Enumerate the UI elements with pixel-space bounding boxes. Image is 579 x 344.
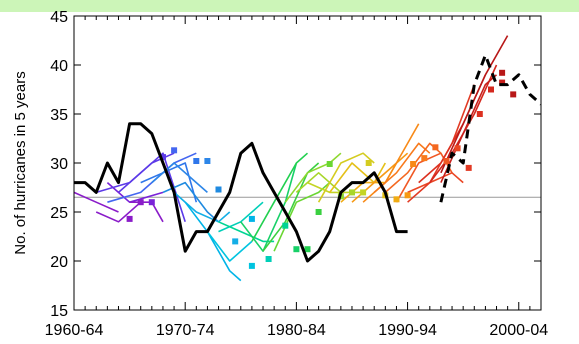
forecast-line-23 bbox=[329, 162, 386, 193]
top-banner-strip bbox=[0, 0, 579, 12]
forecast-line-9 bbox=[162, 181, 220, 223]
initial-point-marker-6 bbox=[204, 158, 211, 164]
initial-point-marker-31 bbox=[488, 86, 494, 93]
initial-point-marker-15 bbox=[315, 209, 322, 215]
initial-point-marker-32 bbox=[499, 79, 506, 86]
forecast-line-35 bbox=[440, 35, 509, 174]
forecast-line-15 bbox=[240, 162, 298, 252]
observed-line bbox=[74, 122, 408, 263]
initial-point-marker-22 bbox=[393, 196, 400, 203]
initial-point-marker-4 bbox=[171, 147, 178, 154]
initial-point-marker-30 bbox=[476, 111, 483, 117]
initial-point-marker-33 bbox=[510, 91, 517, 98]
initial-point-marker-5 bbox=[193, 158, 200, 164]
forecast-line-32 bbox=[418, 74, 487, 184]
x-tick-label-0: 1960-64 bbox=[45, 322, 104, 339]
forecast-line-3 bbox=[129, 201, 164, 223]
initial-point-marker-2 bbox=[148, 199, 155, 206]
initial-point-marker-10 bbox=[248, 262, 255, 269]
observed-recent-dashed-line bbox=[439, 53, 541, 203]
initial-point-marker-18 bbox=[349, 189, 355, 196]
x-axis: 1960-64 1970-74 1980-84 1990-94 2000-04 bbox=[45, 16, 548, 339]
plot-frame bbox=[73, 15, 542, 311]
initial-points-layer bbox=[126, 69, 517, 269]
y-tick-label-30: 30 bbox=[50, 156, 68, 173]
initial-point-marker-14 bbox=[304, 246, 311, 253]
y-tick-label-40: 40 bbox=[50, 58, 68, 75]
y-axis-label: No. of hurricanes in 5 years bbox=[12, 71, 29, 254]
x-tick-label-3: 1990-94 bbox=[378, 322, 437, 339]
y-tick-label-45: 45 bbox=[50, 9, 68, 26]
initial-point-marker-34 bbox=[499, 69, 506, 76]
initial-point-marker-16 bbox=[326, 161, 333, 167]
y-axis: 15 20 25 30 35 40 45 bbox=[50, 9, 541, 320]
initial-point-marker-27 bbox=[443, 158, 450, 164]
initial-point-marker-3 bbox=[160, 154, 166, 161]
forecast-line-31 bbox=[407, 84, 476, 203]
observed-series-layer bbox=[74, 53, 541, 263]
initial-point-marker-26 bbox=[432, 144, 439, 151]
y-tick-label-15: 15 bbox=[50, 303, 68, 320]
y-tick-label-25: 25 bbox=[50, 205, 68, 222]
initial-point-marker-29 bbox=[465, 164, 472, 171]
forecast-line-17 bbox=[262, 162, 320, 252]
forecast-line-11 bbox=[184, 201, 242, 282]
y-tick-label-35: 35 bbox=[50, 107, 68, 124]
forecast-line-12 bbox=[206, 231, 253, 262]
initial-point-marker-12 bbox=[282, 222, 289, 229]
forecast-line-0 bbox=[74, 191, 119, 213]
forecast-line-7 bbox=[140, 162, 198, 203]
initial-point-marker-0 bbox=[126, 215, 133, 222]
initial-point-marker-13 bbox=[293, 246, 300, 253]
initial-point-marker-1 bbox=[137, 199, 144, 206]
forecast-line-8 bbox=[151, 162, 208, 193]
initial-point-marker-23 bbox=[404, 192, 411, 199]
initial-point-marker-20 bbox=[365, 160, 372, 166]
initial-point-marker-11 bbox=[265, 256, 272, 262]
forecast-line-1 bbox=[95, 201, 142, 223]
forecast-line-14 bbox=[218, 221, 275, 243]
initial-point-marker-19 bbox=[360, 189, 367, 196]
forecast-line-22 bbox=[317, 152, 375, 203]
forecast-line-16 bbox=[251, 152, 309, 242]
forecast-line-27 bbox=[373, 142, 431, 194]
initial-point-marker-25 bbox=[421, 155, 428, 162]
forecast-line-30 bbox=[407, 172, 464, 194]
forecast-line-19 bbox=[284, 152, 342, 203]
initial-point-marker-9 bbox=[248, 215, 255, 222]
x-tick-label-2: 1980-84 bbox=[267, 322, 326, 339]
x-tick-label-4: 2000-04 bbox=[489, 322, 548, 339]
x-tick-label-1: 1970-74 bbox=[156, 322, 215, 339]
initial-point-marker-24 bbox=[410, 161, 417, 167]
y-tick-label-20: 20 bbox=[50, 254, 68, 271]
initial-point-marker-8 bbox=[232, 238, 239, 245]
forecast-line-18 bbox=[273, 182, 331, 252]
forecast-lines-layer bbox=[74, 35, 509, 282]
initial-point-marker-28 bbox=[454, 145, 461, 152]
initial-point-marker-7 bbox=[215, 186, 222, 193]
